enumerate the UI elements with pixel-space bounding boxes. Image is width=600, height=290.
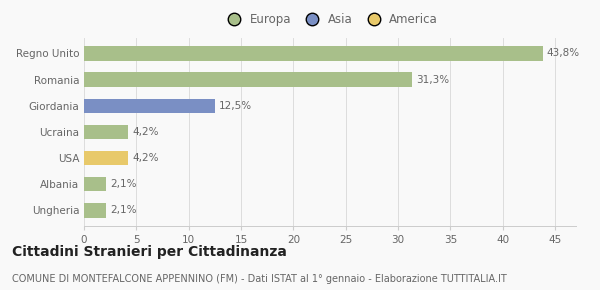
Text: 2,1%: 2,1% <box>110 205 137 215</box>
Bar <box>84 72 412 87</box>
Bar <box>84 177 106 191</box>
Text: Cittadini Stranieri per Cittadinanza: Cittadini Stranieri per Cittadinanza <box>12 245 287 259</box>
Bar <box>84 151 128 165</box>
Text: COMUNE DI MONTEFALCONE APPENNINO (FM) - Dati ISTAT al 1° gennaio - Elaborazione : COMUNE DI MONTEFALCONE APPENNINO (FM) - … <box>12 274 507 284</box>
Bar <box>84 125 128 139</box>
Text: 4,2%: 4,2% <box>132 153 158 163</box>
Text: 31,3%: 31,3% <box>416 75 449 85</box>
Legend: Europa, Asia, America: Europa, Asia, America <box>220 10 440 28</box>
Text: 2,1%: 2,1% <box>110 179 137 189</box>
Text: 12,5%: 12,5% <box>219 101 252 111</box>
Bar <box>84 203 106 218</box>
Bar <box>84 46 542 61</box>
Text: 43,8%: 43,8% <box>547 48 580 59</box>
Bar <box>84 99 215 113</box>
Text: 4,2%: 4,2% <box>132 127 158 137</box>
